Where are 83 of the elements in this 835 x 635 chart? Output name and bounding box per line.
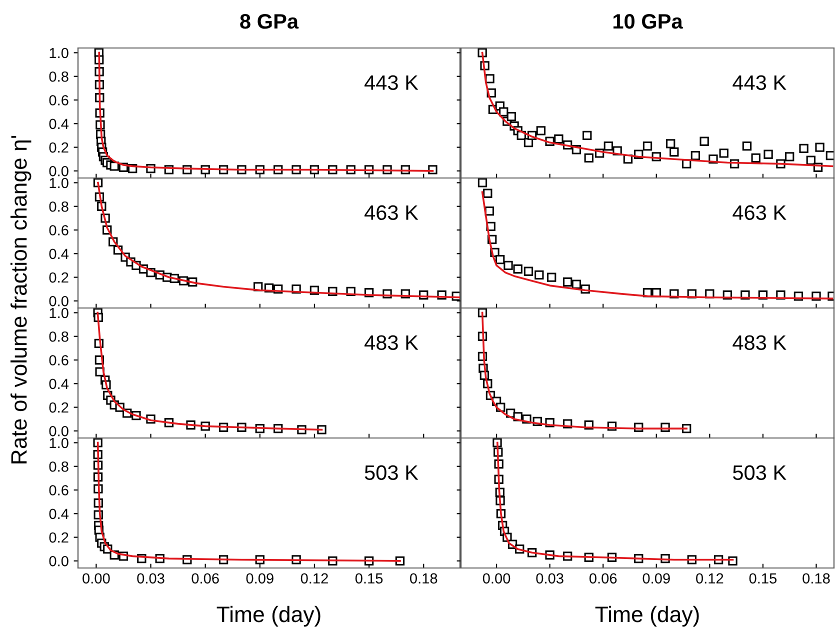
point: [785, 152, 794, 162]
y-tick-label: 0.2: [49, 532, 68, 543]
point: [751, 153, 760, 162]
y-tick-label: 0.2: [49, 142, 68, 153]
point: [485, 74, 494, 84]
point: [554, 134, 564, 144]
y-tick-label: 0.6: [49, 485, 68, 496]
point: [666, 139, 676, 148]
annotation: 483 K: [732, 335, 786, 350]
annotation: 483 K: [364, 335, 418, 350]
y-tick-label: 0.6: [49, 355, 68, 366]
y-tick-label: 0.2: [49, 272, 68, 283]
y-tick-label: 0.2: [49, 402, 68, 413]
chart-title: 10 GPa: [613, 14, 683, 29]
point: [495, 254, 505, 264]
x-tick-label: 0.18: [410, 573, 438, 584]
point: [562, 277, 572, 287]
point: [806, 156, 816, 165]
point: [584, 153, 594, 162]
y-tick-label: 0.0: [49, 296, 68, 306]
y-tick-label: 0.8: [49, 201, 68, 212]
point: [604, 142, 614, 151]
y-tick-label: 0.8: [49, 71, 68, 82]
x-tick-label: 0.00: [482, 573, 510, 584]
y-tick-label: 0.8: [49, 331, 68, 342]
x-tick-label: 0.00: [82, 573, 110, 584]
y-tick-label: 1.0: [50, 178, 68, 188]
y-tick-label: 1.0: [50, 438, 68, 448]
y-tick-label: 0.4: [49, 248, 69, 260]
y-tick-label: 0.4: [49, 118, 69, 130]
x-tick-label: 0.06: [589, 573, 617, 584]
point: [547, 272, 556, 282]
point: [670, 147, 679, 157]
point: [764, 150, 773, 159]
y-tick-label: 0.4: [49, 508, 69, 520]
point: [815, 142, 824, 152]
y-tick-label: 0.6: [49, 225, 68, 236]
x-tick-label: 0.15: [355, 573, 383, 584]
point: [642, 142, 652, 151]
y-tick-label: 0.0: [49, 426, 68, 436]
point: [110, 162, 119, 171]
point: [536, 126, 546, 136]
x-tick-label: 0.03: [137, 573, 164, 584]
annotation: 443 K: [364, 75, 418, 90]
x-tick-label: 0.09: [246, 573, 274, 584]
y-tick-label: 0.0: [49, 556, 68, 566]
point: [826, 150, 834, 160]
point: [506, 112, 516, 122]
point: [534, 270, 544, 280]
x-tick-label: 0.15: [749, 573, 777, 584]
point: [582, 130, 592, 140]
point: [483, 188, 492, 198]
point: [504, 260, 513, 270]
x-tick-label: 0.03: [536, 573, 564, 584]
point: [524, 266, 534, 276]
y-axis-title: Rate of volume fraction change η': [10, 136, 32, 464]
y-tick-label: 0.6: [49, 95, 68, 106]
annotation: 503 K: [364, 465, 418, 480]
x-tick-label: 0.18: [802, 573, 830, 584]
point: [513, 264, 522, 274]
y-tick-label: 0.4: [49, 378, 69, 390]
chart-title: 8 GPa: [240, 14, 299, 29]
point: [742, 142, 752, 151]
y-tick-label: 1.0: [50, 308, 68, 318]
point: [719, 148, 728, 158]
x-tick-label: 0.09: [642, 573, 670, 584]
point: [799, 144, 808, 154]
y-tick-label: 0.0: [49, 166, 68, 176]
x-tick-label: 0.12: [300, 573, 328, 584]
point: [690, 150, 700, 160]
y-tick-label: 1.0: [50, 48, 68, 58]
point: [478, 178, 488, 188]
x-axis-title: Time (day): [216, 606, 320, 627]
annotation: 463 K: [364, 205, 418, 220]
y-tick-label: 0.8: [49, 461, 68, 472]
annotation: 463 K: [732, 205, 786, 220]
x-tick-label: 0.06: [192, 573, 219, 584]
annotation: 503 K: [733, 465, 786, 480]
annotation: 443 K: [732, 75, 786, 90]
point: [499, 107, 508, 116]
x-tick-label: 0.12: [696, 573, 724, 584]
x-axis-title: Time (day): [595, 606, 699, 627]
point: [700, 136, 709, 146]
